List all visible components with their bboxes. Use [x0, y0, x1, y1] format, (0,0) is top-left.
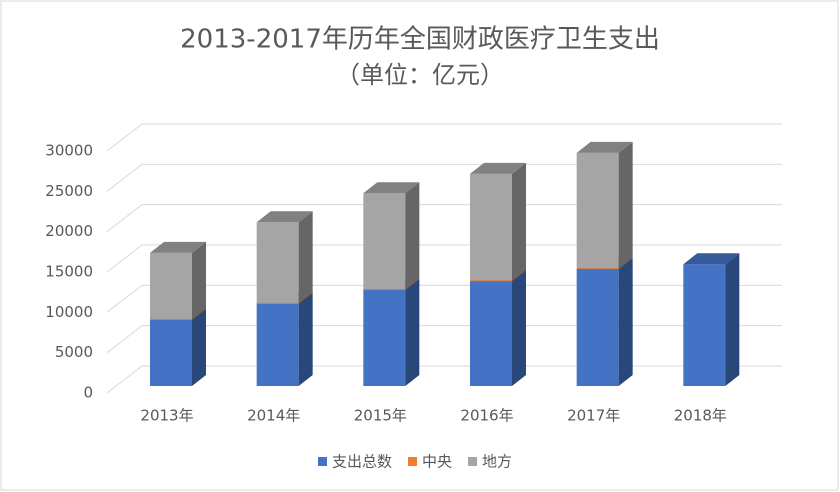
bar-top [256, 211, 313, 223]
grid-line [106, 284, 782, 313]
bar [150, 319, 192, 320]
grid-line [106, 123, 782, 152]
x-tick-label: 2015年 [354, 407, 407, 425]
bar [363, 290, 406, 386]
bar [470, 280, 512, 282]
y-tick-label: 10000 [45, 303, 93, 321]
bar [683, 264, 726, 386]
grid-line [106, 163, 782, 192]
bar-side [405, 279, 420, 386]
bar [363, 289, 406, 291]
bar-side [618, 257, 633, 270]
y-tick-label: 20000 [45, 222, 93, 240]
bar-top [576, 141, 633, 153]
y-tick-label: 30000 [45, 142, 93, 160]
bar-side [405, 278, 420, 291]
bar-side [192, 308, 206, 386]
bar [576, 269, 619, 386]
legend-label: 中央 [422, 453, 452, 471]
x-tick-label: 2017年 [567, 407, 620, 425]
bar-side [298, 292, 313, 386]
bar-top [363, 182, 420, 194]
legend-swatch [468, 457, 478, 466]
bar [256, 302, 299, 304]
bar [256, 222, 299, 303]
bar-side [618, 258, 633, 386]
bar [363, 193, 406, 290]
bar-side [298, 211, 313, 303]
legend-swatch [408, 457, 418, 466]
bar [470, 173, 512, 281]
grid-line [106, 365, 782, 394]
x-tick-label: 2018年 [674, 407, 727, 425]
y-tick-label: 0 [83, 384, 93, 402]
bar-side [725, 253, 740, 386]
y-tick-label: 5000 [55, 343, 93, 361]
grid-line [106, 325, 782, 354]
x-tick-label: 2016年 [460, 407, 513, 425]
bar-side [512, 162, 526, 281]
bar-top [150, 241, 206, 253]
y-tick-label: 25000 [45, 182, 93, 200]
legend-label: 地方 [482, 453, 512, 471]
bar-side [512, 270, 526, 386]
x-tick-label: 2013年 [140, 407, 193, 425]
bar [576, 268, 619, 270]
bar-side [192, 308, 206, 320]
chart-subtitle: （单位：亿元） [336, 61, 504, 89]
bar [576, 152, 619, 269]
legend-label: 支出总数 [332, 453, 392, 471]
bar-top [683, 253, 740, 265]
grid-line [106, 204, 782, 233]
bar-side [192, 241, 206, 320]
chart-title: 2013-2017年历年全国财政医疗卫生支出 [180, 25, 660, 55]
y-tick-label: 15000 [45, 263, 93, 281]
bar-side [298, 291, 313, 304]
bar [470, 281, 512, 386]
bar [150, 319, 192, 386]
bar [150, 252, 192, 320]
bar [256, 303, 299, 386]
grid-line [106, 244, 782, 273]
legend-swatch [318, 457, 327, 466]
bar-side [618, 141, 633, 269]
bar-side [512, 269, 526, 282]
bar-top [470, 162, 526, 174]
x-tick-label: 2014年 [247, 407, 300, 425]
bar-side [405, 182, 420, 290]
